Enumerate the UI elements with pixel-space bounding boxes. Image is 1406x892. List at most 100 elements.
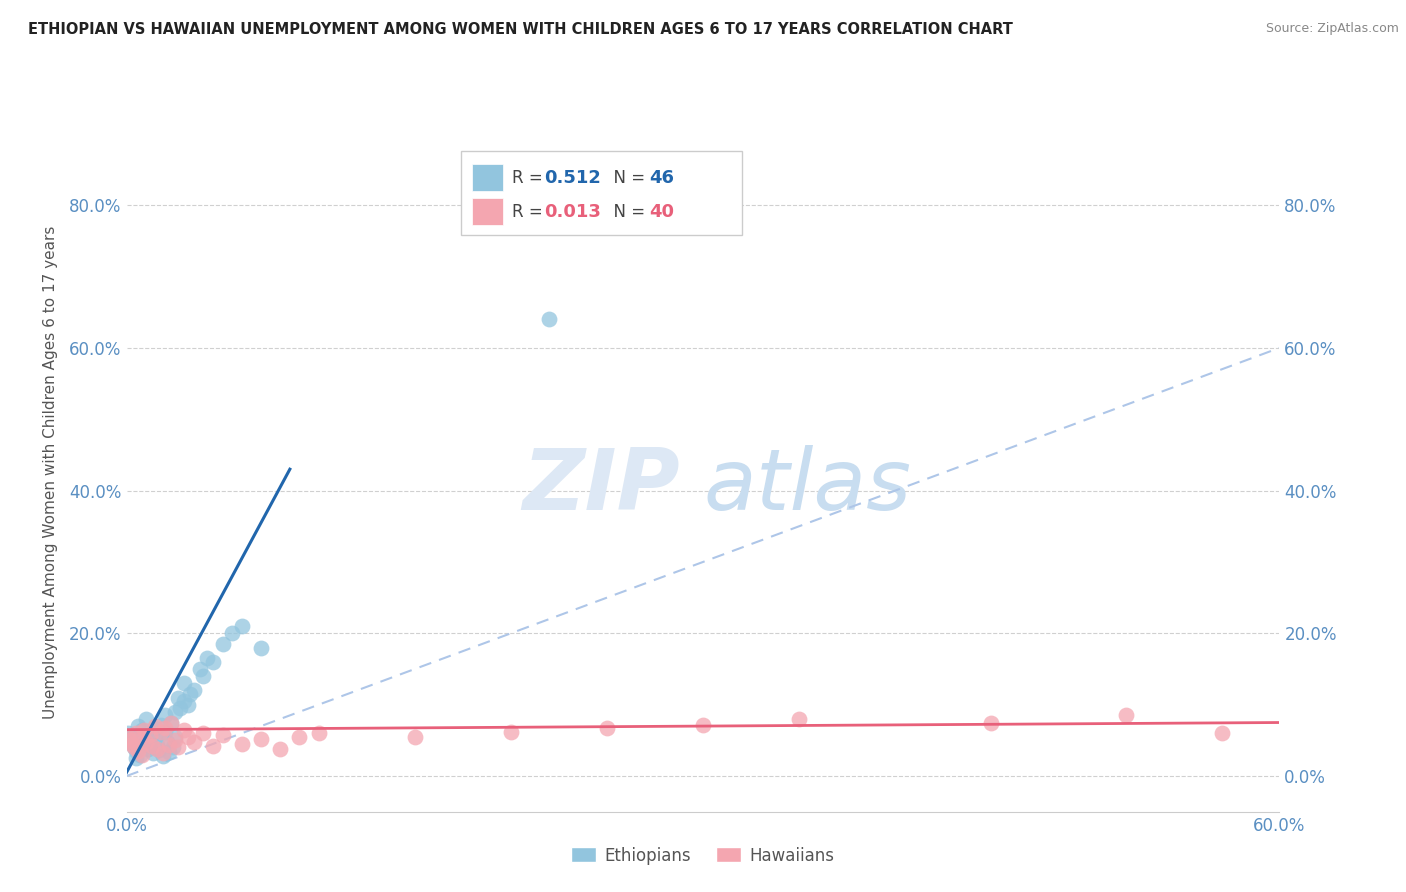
- Point: [125, 726, 148, 740]
- Point: [117, 726, 139, 740]
- Point: [173, 676, 195, 690]
- Point: [231, 737, 253, 751]
- Text: 0.013: 0.013: [544, 202, 600, 220]
- Text: Source: ZipAtlas.com: Source: ZipAtlas.com: [1265, 22, 1399, 36]
- Point: [596, 721, 619, 735]
- Y-axis label: Unemployment Among Women with Children Ages 6 to 17 years: Unemployment Among Women with Children A…: [44, 226, 58, 720]
- Point: [135, 733, 157, 747]
- Point: [162, 739, 184, 754]
- Point: [125, 751, 148, 765]
- Point: [177, 698, 200, 712]
- Text: 40: 40: [650, 202, 675, 220]
- Point: [499, 724, 522, 739]
- Point: [146, 742, 169, 756]
- Point: [188, 662, 211, 676]
- Point: [141, 728, 163, 742]
- Legend: Ethiopians, Hawaiians: Ethiopians, Hawaiians: [565, 840, 841, 871]
- Point: [183, 735, 205, 749]
- Text: ZIP: ZIP: [522, 445, 681, 528]
- Point: [538, 312, 561, 326]
- Point: [177, 730, 200, 744]
- Text: ETHIOPIAN VS HAWAIIAN UNEMPLOYMENT AMONG WOMEN WITH CHILDREN AGES 6 TO 17 YEARS : ETHIOPIAN VS HAWAIIAN UNEMPLOYMENT AMONG…: [28, 22, 1012, 37]
- Point: [129, 747, 152, 762]
- Point: [167, 740, 190, 755]
- Point: [152, 746, 174, 760]
- Text: R =: R =: [512, 169, 547, 186]
- Text: 0.512: 0.512: [544, 169, 600, 186]
- Point: [132, 737, 155, 751]
- Point: [138, 739, 160, 753]
- Point: [121, 737, 143, 751]
- Point: [120, 733, 142, 747]
- Point: [153, 721, 176, 735]
- Point: [167, 690, 190, 705]
- Point: [153, 708, 176, 723]
- Point: [193, 726, 215, 740]
- Point: [132, 723, 155, 737]
- Point: [157, 746, 180, 760]
- Point: [156, 735, 179, 749]
- Point: [121, 735, 143, 749]
- Text: N =: N =: [603, 169, 650, 186]
- Point: [201, 655, 224, 669]
- Point: [211, 637, 233, 651]
- Point: [183, 683, 205, 698]
- Point: [221, 626, 243, 640]
- Point: [138, 728, 160, 742]
- Point: [131, 723, 153, 737]
- Text: N =: N =: [603, 202, 650, 220]
- Point: [146, 738, 169, 752]
- Point: [787, 712, 810, 726]
- Point: [692, 717, 714, 731]
- Point: [163, 733, 186, 747]
- Point: [169, 701, 191, 715]
- Point: [129, 730, 152, 744]
- Point: [1115, 708, 1137, 723]
- Point: [288, 730, 311, 744]
- Point: [127, 719, 149, 733]
- Point: [142, 746, 165, 760]
- Point: [211, 728, 233, 742]
- Point: [145, 730, 166, 744]
- Point: [117, 730, 139, 744]
- Point: [269, 742, 291, 756]
- Point: [136, 742, 159, 756]
- Point: [150, 724, 173, 739]
- Point: [163, 730, 186, 744]
- Point: [122, 740, 145, 755]
- Point: [163, 705, 186, 719]
- Point: [173, 723, 195, 737]
- Point: [120, 730, 142, 744]
- Point: [125, 744, 148, 758]
- Point: [1211, 726, 1233, 740]
- Point: [127, 744, 149, 758]
- Point: [141, 739, 163, 753]
- Point: [159, 715, 181, 730]
- Point: [231, 619, 253, 633]
- Point: [152, 749, 174, 764]
- Point: [157, 738, 180, 752]
- Point: [135, 735, 157, 749]
- Point: [122, 740, 145, 755]
- Point: [145, 721, 166, 735]
- Point: [148, 743, 170, 757]
- Point: [173, 694, 195, 708]
- Point: [131, 747, 153, 762]
- Text: 46: 46: [650, 169, 675, 186]
- Text: R =: R =: [512, 202, 547, 220]
- Text: atlas: atlas: [703, 445, 911, 528]
- Point: [980, 715, 1002, 730]
- Point: [250, 731, 273, 746]
- Point: [135, 712, 157, 726]
- Point: [250, 640, 273, 655]
- Point: [201, 739, 224, 753]
- Point: [179, 687, 201, 701]
- Point: [153, 724, 176, 739]
- Point: [145, 719, 166, 733]
- Point: [404, 730, 426, 744]
- Point: [195, 651, 218, 665]
- Point: [150, 717, 173, 731]
- Point: [193, 669, 215, 683]
- Point: [308, 726, 330, 740]
- Point: [159, 715, 181, 730]
